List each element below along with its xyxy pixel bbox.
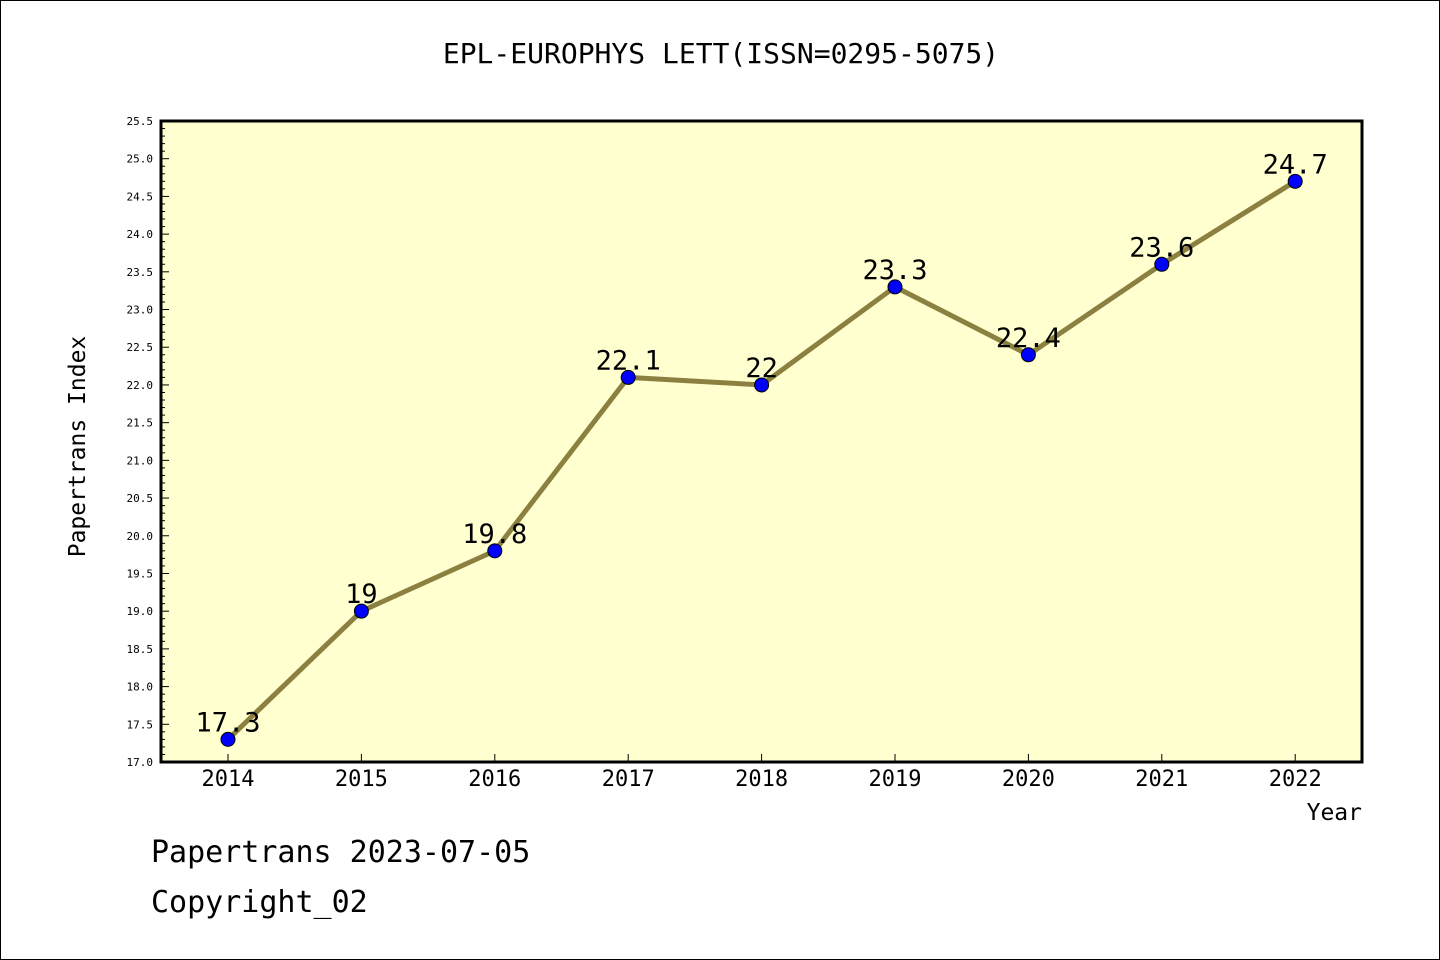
y-axis-label: Papertrans Index [65,336,91,558]
x-tick-label: 2015 [335,767,388,792]
data-label: 19 [345,579,378,610]
data-label: 24.7 [1263,149,1328,180]
plot-area [161,121,1362,762]
y-tick-label: 23.5 [127,266,154,279]
chart-title: EPL-EUROPHYS LETT(ISSN=0295-5075) [442,37,1000,70]
y-tick-label: 20.0 [127,530,154,543]
x-tick-label: 2016 [468,767,521,792]
y-tick-label: 17.5 [127,718,154,731]
data-point [487,543,503,559]
footer-date: Papertrans 2023-07-05 [151,835,531,870]
y-tick-label: 21.5 [127,417,154,430]
y-tick-label: 22.5 [127,341,154,354]
y-tick-label: 18.0 [127,681,154,694]
x-tick-label: 2020 [1002,767,1055,792]
footer-copyright: Copyright_02 [151,885,368,920]
y-tick-label: 25.5 [127,115,154,128]
data-point [1287,173,1303,189]
data-label: 17.3 [195,707,260,738]
y-tick-label: 24.0 [127,228,154,241]
data-label: 23.3 [862,255,927,286]
data-label: 22 [745,353,778,384]
y-tick-label: 17.0 [127,756,154,769]
x-tick-label: 2018 [735,767,788,792]
y-tick-label: 19.5 [127,567,154,580]
data-label: 23.6 [1129,232,1194,263]
data-point [620,369,636,385]
y-tick-label: 23.0 [127,304,154,317]
x-tick-label: 2019 [869,767,922,792]
x-tick-label: 2021 [1135,767,1188,792]
data-point [887,279,903,295]
y-tick-label: 18.5 [127,643,154,656]
y-tick-label: 22.0 [127,379,154,392]
y-tick-label: 24.5 [127,190,154,203]
plot-border [159,119,1364,764]
data-point [1020,347,1036,363]
data-point [754,377,770,393]
x-tick-label: 2017 [602,767,655,792]
data-label: 22.1 [596,345,661,376]
x-axis-label: Year [1307,800,1362,826]
data-point [1154,256,1170,272]
y-tick-label: 25.0 [127,153,154,166]
x-tick-label: 2014 [202,767,255,792]
data-label: 19.8 [462,519,527,550]
data-point [353,603,369,619]
y-tick-label: 20.5 [127,492,154,505]
y-tick-label: 21.0 [127,454,154,467]
data-label: 22.4 [996,323,1061,354]
y-tick-label: 19.0 [127,605,154,618]
data-point [220,731,236,747]
x-tick-label: 2022 [1269,767,1322,792]
